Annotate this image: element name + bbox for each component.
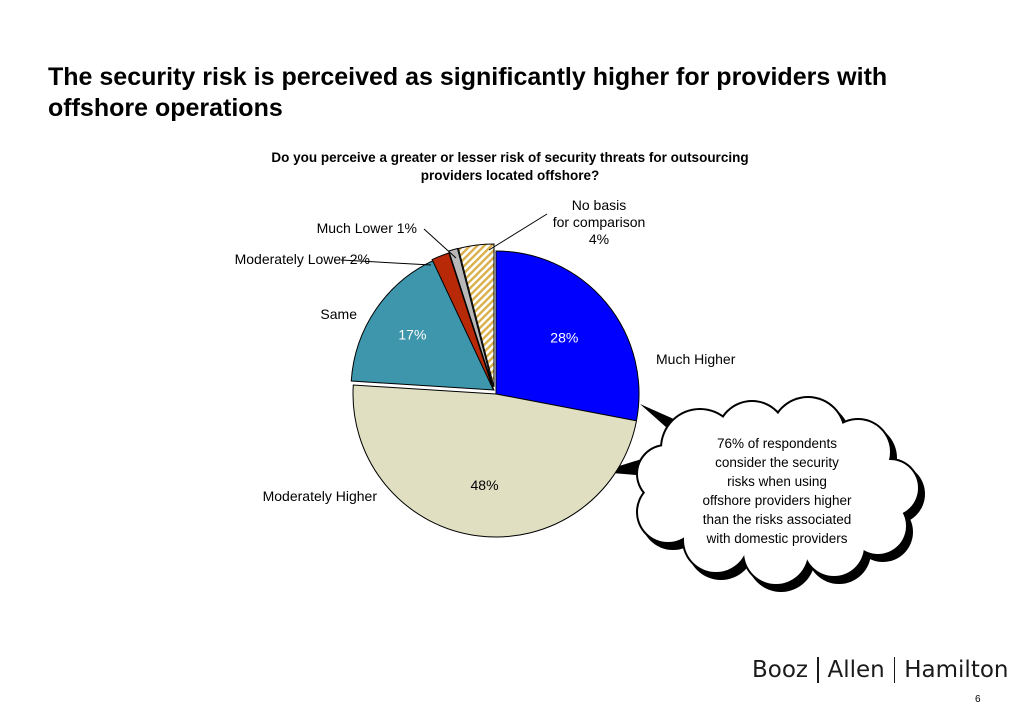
logo-divider [817,657,819,683]
data-label-moderately-higher: 48% [471,477,499,493]
chart-title: Do you perceive a greater or lesser risk… [271,150,749,183]
leader-line-no-basis-for-comparison [488,213,548,251]
page-number: 6 [975,694,981,705]
callout-cloud [636,396,920,586]
logo-word-hamilton: Hamilton [904,657,1009,683]
category-label-no-basis-for-comparison: No basis for comparison 4% [553,197,646,247]
slice-moderately-higher [352,384,638,538]
slice-no-basis-for-comparison [457,243,495,388]
slice-moderately-lower [431,252,494,390]
slide-title: The security risk is perceived as signif… [48,63,888,122]
company-logo: Booz Allen Hamilton [752,657,1009,683]
category-label-moderately-higher: Moderately Higher [263,488,378,504]
category-label-much-lower: Much Lower 1% [317,220,417,236]
leader-line-moderately-lower [340,259,432,266]
logo-divider [893,657,896,683]
data-label-much-higher: 28% [550,329,578,345]
logo-word-allen: Allen [827,657,885,683]
slice-much-higher [495,250,640,422]
logo-word-booz: Booz [752,657,808,683]
leader-line-much-lower [423,228,457,259]
category-label-same: Same [320,306,357,322]
data-label-same: 17% [398,327,426,343]
callout-text: 76% of respondents consider the security r… [702,436,852,546]
slice-same [350,259,495,391]
category-label-much-higher: Much Higher [656,351,736,367]
category-label-moderately-lower: Moderately Lower 2% [235,251,370,267]
